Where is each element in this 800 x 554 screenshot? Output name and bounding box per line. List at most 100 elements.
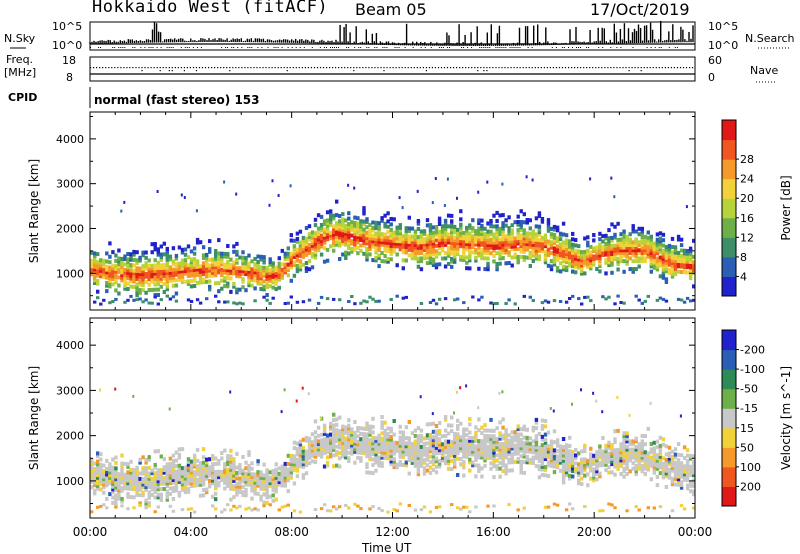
echo-cell (486, 261, 490, 266)
echo-cell (561, 447, 566, 452)
echo-cell (335, 229, 339, 234)
echo-cell (658, 274, 663, 279)
echo-cell (144, 485, 148, 490)
echo-cell (99, 274, 103, 279)
echo-cell (474, 463, 478, 468)
echo-cell (525, 438, 529, 443)
echo-cell (507, 236, 511, 241)
echo-cell (389, 456, 393, 461)
echo-cell (456, 238, 460, 243)
echo-cell (549, 234, 554, 239)
near-range-cell (486, 504, 490, 508)
nave-dot (141, 67, 143, 69)
echo-cell (456, 424, 460, 429)
echo-cell (416, 237, 421, 242)
echo-cell (226, 483, 230, 488)
nave-dot (229, 70, 231, 72)
echo-cell (93, 483, 97, 488)
echo-cell (144, 487, 148, 492)
echo-cell (307, 259, 312, 264)
echo-cell (208, 484, 212, 489)
near-range-cell (111, 300, 115, 303)
echo-cell (316, 447, 321, 452)
echo-cell (232, 265, 236, 270)
echo-cell (474, 229, 478, 234)
near-range-cell (368, 507, 372, 511)
echo-cell (347, 232, 351, 237)
echo-cell (646, 238, 650, 243)
echo-cell (622, 240, 626, 245)
echo-cell (380, 232, 384, 237)
echo-cell (238, 271, 242, 276)
echo-cell (561, 256, 566, 261)
echo-cell (313, 449, 318, 454)
nsearch-dot (515, 47, 517, 48)
echo-cell (132, 263, 136, 268)
echo-cell (398, 233, 402, 238)
echo-cell (347, 211, 351, 216)
echo-cell (443, 221, 448, 226)
echo-cell (153, 258, 157, 263)
nave-dot (561, 67, 564, 69)
echo-cell (90, 463, 94, 468)
echo-cell (574, 453, 578, 458)
echo-cell (646, 254, 650, 259)
echo-cell (634, 267, 638, 272)
echo-cell (271, 485, 275, 490)
echo-cell (498, 213, 502, 218)
echo-cell (416, 453, 421, 458)
echo-cell (679, 253, 684, 258)
echo-cell (456, 435, 460, 439)
near-range-cell (359, 301, 363, 305)
echo-cell (223, 472, 227, 477)
echo-cell (329, 222, 333, 227)
echo-cell (474, 433, 478, 438)
echo-cell (410, 226, 415, 231)
echo-cell (117, 283, 121, 288)
echo-cell (434, 251, 439, 256)
echo-cell (198, 477, 203, 482)
near-range-cell (431, 298, 436, 302)
echo-cell (583, 271, 587, 276)
echo-cell (474, 436, 478, 441)
echo-cell (610, 235, 614, 240)
nsearch-dot (98, 47, 100, 48)
echo-cell (208, 284, 212, 289)
echo-cell (247, 283, 251, 288)
echo-cell (471, 228, 475, 233)
echo-cell (377, 460, 381, 465)
echo-cell (607, 246, 611, 251)
echo-cell (132, 476, 136, 481)
echo-cell (607, 263, 611, 268)
echo-cell (214, 281, 218, 286)
echo-cell (450, 235, 454, 240)
echo-cell (241, 255, 245, 260)
echo-cell (534, 232, 539, 237)
echo-cell (504, 247, 508, 252)
echo-cell (365, 246, 369, 251)
echo-cell (117, 256, 121, 261)
echo-cell (389, 443, 393, 448)
echo-cell (123, 278, 127, 283)
echo-cell (501, 441, 505, 446)
echo-cell (111, 482, 115, 486)
echo-cell (186, 470, 191, 475)
echo-cell (195, 267, 200, 272)
near-range-cell (214, 507, 218, 511)
echo-cell (283, 265, 287, 270)
echo-cell (510, 223, 514, 228)
echo-cell (558, 444, 563, 449)
echo-cell (159, 498, 163, 502)
echo-cell (453, 230, 457, 235)
echo-cell (410, 455, 415, 460)
nave-dot (247, 67, 249, 69)
echo-cell (150, 484, 154, 489)
echo-cell (250, 485, 254, 490)
nsearch-dot (257, 47, 259, 48)
echo-cell (223, 276, 227, 281)
echo-cell (450, 230, 454, 234)
echo-cell (135, 258, 139, 263)
nsearch-dot (132, 47, 134, 48)
echo-cell (159, 252, 163, 257)
echo-cell (286, 265, 290, 270)
